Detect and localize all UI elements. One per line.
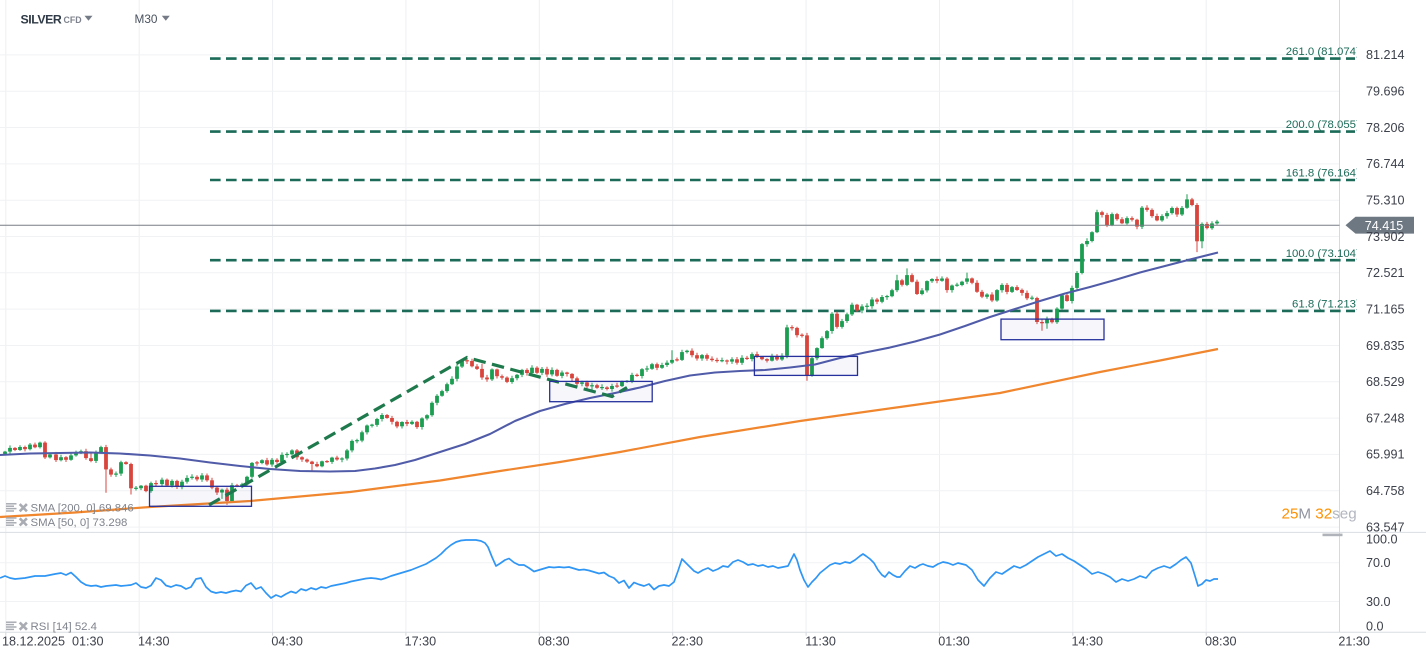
svg-text:RSI [14] 52.4: RSI [14] 52.4 [31,621,98,633]
svg-text:30.0: 30.0 [1366,595,1391,609]
svg-text:68.529: 68.529 [1366,375,1405,389]
svg-text:SMA [50, 0] 73.298: SMA [50, 0] 73.298 [31,517,128,529]
svg-text:71.165: 71.165 [1366,302,1405,316]
svg-text:01:30: 01:30 [938,635,970,649]
svg-text:79.696: 79.696 [1366,85,1405,99]
svg-text:63.547: 63.547 [1366,520,1405,534]
svg-text:64.758: 64.758 [1366,484,1405,498]
svg-text:69.835: 69.835 [1366,339,1405,353]
svg-text:14:30: 14:30 [1072,635,1104,649]
svg-text:21:30: 21:30 [1338,635,1370,649]
svg-text:0.0: 0.0 [1366,620,1384,634]
svg-text:CFD: CFD [64,15,82,25]
svg-text:22:30: 22:30 [671,635,703,649]
svg-text:70.0: 70.0 [1366,556,1391,570]
svg-text:67.248: 67.248 [1366,411,1405,425]
svg-text:76.744: 76.744 [1366,157,1405,171]
svg-text:161.8 (76.164): 161.8 (76.164) [1286,168,1360,180]
svg-text:SILVER: SILVER [21,13,62,27]
svg-text:74.415: 74.415 [1365,219,1404,233]
svg-text:100.0: 100.0 [1366,533,1398,547]
svg-text:17:30: 17:30 [405,635,437,649]
svg-text:100.0 (73.104): 100.0 (73.104) [1286,248,1360,260]
svg-text:75.310: 75.310 [1366,194,1405,208]
svg-text:81.214: 81.214 [1366,48,1405,62]
svg-text:200.0 (78.055): 200.0 (78.055) [1286,119,1360,131]
svg-text:M30: M30 [135,12,158,26]
svg-text:72.521: 72.521 [1366,266,1405,280]
svg-text:11:30: 11:30 [805,635,836,649]
svg-text:65.991: 65.991 [1366,448,1405,462]
svg-text:SMA [200, 0] 69.846: SMA [200, 0] 69.846 [31,503,134,515]
svg-text:78.206: 78.206 [1366,121,1405,135]
svg-text:14:30: 14:30 [138,635,170,649]
svg-text:25M 32seg: 25M 32seg [1282,505,1357,522]
svg-text:261.0 (81.074): 261.0 (81.074) [1286,46,1360,58]
svg-text:04:30: 04:30 [271,635,303,649]
svg-text:18.12.2025 01:30: 18.12.2025 01:30 [2,635,104,649]
svg-text:08:30: 08:30 [538,635,570,649]
svg-text:73.902: 73.902 [1366,230,1405,244]
svg-text:61.8 (71.213): 61.8 (71.213) [1292,299,1360,311]
svg-text:08:30: 08:30 [1205,635,1237,649]
